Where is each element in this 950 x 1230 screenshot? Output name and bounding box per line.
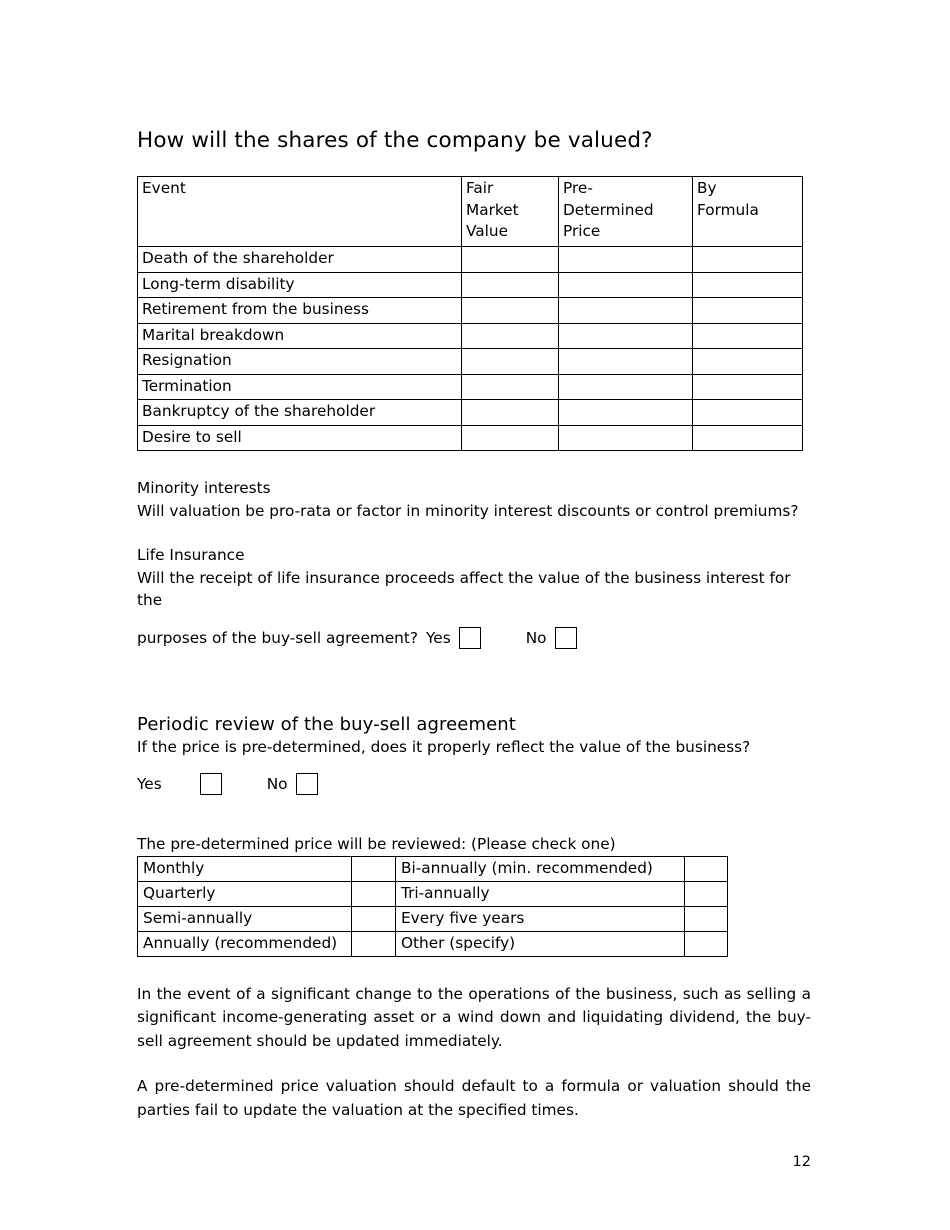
fair-market-value-cell[interactable]	[461, 271, 559, 298]
life-insurance-yes-label: Yes	[425, 628, 451, 647]
column-header-pre-determined-price: Pre- Determined Price	[558, 176, 693, 247]
minority-interests-heading: Minority interests	[137, 479, 271, 497]
table-row: Quarterly Tri-annually	[137, 880, 728, 907]
table-row: Termination	[137, 373, 803, 400]
frequency-option-label: Semi-annually	[137, 905, 352, 932]
table-row: Monthly Bi-annually (min. recommended)	[137, 855, 728, 882]
periodic-review-answer-row: Yes No	[137, 773, 811, 796]
periodic-review-no-checkbox[interactable]	[295, 773, 318, 796]
frequency-option-checkbox-cell[interactable]	[684, 880, 728, 907]
event-label: Long-term disability	[137, 271, 462, 298]
header-line: By	[697, 179, 717, 197]
table-row: Semi-annually Every five years	[137, 905, 728, 932]
frequency-option-checkbox-cell[interactable]	[351, 905, 396, 932]
table-header-row: Event Fair Market Value Pre- Determined …	[137, 176, 803, 247]
table-row: Long-term disability	[137, 271, 803, 298]
event-label: Bankruptcy of the shareholder	[137, 399, 462, 426]
fair-market-value-cell[interactable]	[461, 424, 559, 451]
by-formula-cell[interactable]	[692, 322, 803, 349]
column-header-fair-market-value: Fair Market Value	[461, 176, 559, 247]
column-header-event: Event	[137, 176, 462, 247]
life-insurance-no-label: No	[525, 628, 547, 647]
periodic-review-yes-checkbox[interactable]	[199, 773, 222, 796]
by-formula-cell[interactable]	[692, 348, 803, 375]
frequency-option-checkbox-cell[interactable]	[684, 855, 728, 882]
pre-determined-price-cell[interactable]	[558, 348, 693, 375]
by-formula-cell[interactable]	[692, 373, 803, 400]
closing-paragraph-2: A pre-determined price valuation should …	[137, 1077, 811, 1119]
fair-market-value-cell[interactable]	[461, 297, 559, 324]
fair-market-value-cell[interactable]	[461, 373, 559, 400]
frequency-option-checkbox-cell[interactable]	[351, 855, 396, 882]
frequency-option-label: Annually (recommended)	[137, 930, 352, 957]
fair-market-value-cell[interactable]	[461, 322, 559, 349]
life-insurance-no-checkbox[interactable]	[554, 626, 577, 649]
review-frequency-prompt: The pre-determined price will be reviewe…	[137, 835, 616, 854]
event-label: Desire to sell	[137, 424, 462, 451]
valuation-table: Event Fair Market Value Pre- Determined …	[137, 176, 803, 451]
page-title: How will the shares of the company be va…	[137, 128, 653, 153]
frequency-option-label: Bi-annually (min. recommended)	[395, 855, 685, 882]
frequency-option-checkbox-cell[interactable]	[351, 930, 396, 957]
pre-determined-price-cell[interactable]	[558, 424, 693, 451]
by-formula-cell[interactable]	[692, 271, 803, 298]
table-row: Bankruptcy of the shareholder	[137, 399, 803, 426]
pre-determined-price-cell[interactable]	[558, 322, 693, 349]
life-insurance-question-line-2: purposes of the buy-sell agreement?	[137, 628, 418, 647]
event-label: Resignation	[137, 348, 462, 375]
by-formula-cell[interactable]	[692, 399, 803, 426]
header-line: Fair	[466, 179, 494, 197]
frequency-option-label: Tri-annually	[395, 880, 685, 907]
event-label: Termination	[137, 373, 462, 400]
minority-interests-question: Will valuation be pro-rata or factor in …	[137, 501, 799, 520]
frequency-option-label: Quarterly	[137, 880, 352, 907]
column-header-by-formula: By Formula	[692, 176, 803, 247]
fair-market-value-cell[interactable]	[461, 246, 559, 273]
review-frequency-table: Monthly Bi-annually (min. recommended) Q…	[137, 855, 728, 957]
fair-market-value-cell[interactable]	[461, 399, 559, 426]
table-row: Death of the shareholder	[137, 246, 803, 273]
by-formula-cell[interactable]	[692, 424, 803, 451]
header-line: Price	[563, 222, 601, 240]
header-line: Pre-	[563, 179, 593, 197]
event-label: Death of the shareholder	[137, 246, 462, 273]
life-insurance-answer-row: purposes of the buy-sell agreement? Yes No	[137, 626, 811, 650]
frequency-option-label: Monthly	[137, 855, 352, 882]
pre-determined-price-cell[interactable]	[558, 373, 693, 400]
header-line: Value	[466, 222, 509, 240]
frequency-option-label: Other (specify)	[395, 930, 685, 957]
by-formula-cell[interactable]	[692, 297, 803, 324]
pre-determined-price-cell[interactable]	[558, 297, 693, 324]
life-insurance-question-line-1: Will the receipt of life insurance proce…	[137, 568, 791, 610]
periodic-review-question: If the price is pre-determined, does it …	[137, 737, 751, 756]
fair-market-value-cell[interactable]	[461, 348, 559, 375]
periodic-review-yes-label: Yes	[137, 775, 162, 794]
frequency-option-checkbox-cell[interactable]	[684, 905, 728, 932]
frequency-option-label: Every five years	[395, 905, 685, 932]
frequency-option-checkbox-cell[interactable]	[351, 880, 396, 907]
page-number: 12	[792, 1154, 811, 1170]
table-row: Annually (recommended) Other (specify)	[137, 930, 728, 957]
header-line: Market	[466, 200, 519, 219]
table-row: Marital breakdown	[137, 322, 803, 349]
periodic-review-no-label: No	[266, 775, 288, 794]
table-row: Retirement from the business	[137, 297, 803, 324]
event-label: Marital breakdown	[137, 322, 462, 349]
pre-determined-price-cell[interactable]	[558, 399, 693, 426]
header-line: Determined	[563, 200, 654, 219]
closing-paragraph-1: In the event of a significant change to …	[137, 984, 811, 1050]
page-content: How will the shares of the company be va…	[137, 128, 811, 1122]
periodic-review-heading: Periodic review of the buy-sell agreemen…	[137, 713, 516, 735]
header-line: Formula	[697, 200, 759, 219]
pre-determined-price-cell[interactable]	[558, 271, 693, 298]
life-insurance-yes-checkbox[interactable]	[458, 626, 481, 649]
event-label: Retirement from the business	[137, 297, 462, 324]
table-row: Desire to sell	[137, 424, 803, 451]
frequency-option-checkbox-cell[interactable]	[684, 930, 728, 957]
life-insurance-heading: Life Insurance	[137, 546, 245, 564]
pre-determined-price-cell[interactable]	[558, 246, 693, 273]
by-formula-cell[interactable]	[692, 246, 803, 273]
table-row: Resignation	[137, 348, 803, 375]
